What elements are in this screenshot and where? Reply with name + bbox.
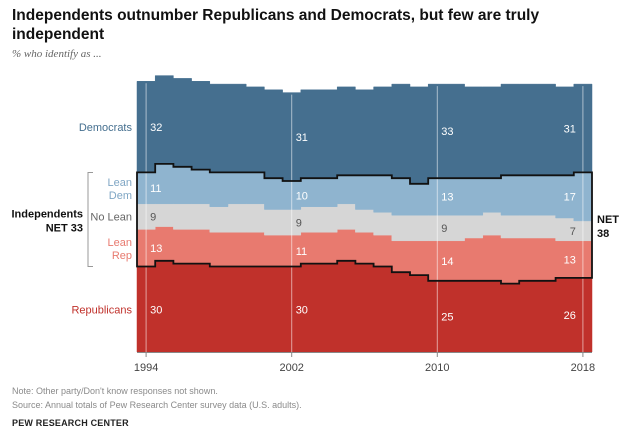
x-tick-label-1994: 1994 <box>134 362 158 374</box>
value-label-lean-dem-2002: 10 <box>296 190 308 202</box>
value-label-no-lean-2002: 9 <box>296 217 302 229</box>
value-label-lean-dem-2010: 13 <box>441 192 453 204</box>
value-label-democrats-1994: 32 <box>150 122 162 134</box>
value-label-republicans-1994: 30 <box>150 304 162 316</box>
value-label-democrats-2018: 31 <box>564 123 576 135</box>
net-right-line1: NET <box>597 214 619 226</box>
chart-source: Source: Annual totals of Pew Research Ce… <box>12 400 302 410</box>
area-democrats <box>136 75 593 185</box>
value-label-no-lean-2018: 7 <box>570 226 576 238</box>
label-lean-dem-line2: Dem <box>109 190 132 202</box>
label-democrats: Democrats <box>79 122 133 134</box>
value-label-lean-rep-2002: 11 <box>296 246 307 258</box>
independents-outline <box>136 163 593 285</box>
net-left-line2: NET 33 <box>46 222 83 234</box>
source-credit: PEW RESEARCH CENTER <box>12 418 129 428</box>
x-tick-label-2018: 2018 <box>571 362 595 374</box>
value-label-republicans-2018: 26 <box>564 310 576 322</box>
chart-subtitle: % who identify as ... <box>12 48 102 60</box>
chart-note: Note: Other party/Don't know responses n… <box>12 386 218 396</box>
left-bracket <box>87 171 93 267</box>
net-left-line1: Independents <box>11 208 83 220</box>
value-label-lean-dem-2018: 17 <box>564 192 576 204</box>
value-label-republicans-2010: 25 <box>441 311 453 323</box>
label-lean-rep-line1: Lean <box>108 237 132 249</box>
x-tick-label-2002: 2002 <box>279 362 303 374</box>
value-label-lean-dem-1994: 11 <box>150 183 161 195</box>
value-label-no-lean-2010: 9 <box>441 223 447 235</box>
label-republicans: Republicans <box>71 304 132 316</box>
x-tick-label-2010: 2010 <box>425 362 449 374</box>
value-label-lean-rep-2010: 14 <box>441 256 453 268</box>
value-label-republicans-2002: 30 <box>296 304 308 316</box>
net-right-line2: 38 <box>597 228 609 240</box>
value-label-lean-rep-1994: 13 <box>150 243 162 255</box>
value-label-no-lean-1994: 9 <box>150 212 156 224</box>
label-lean-dem-line1: Lean <box>108 177 132 189</box>
value-label-lean-rep-2018: 13 <box>564 254 576 266</box>
label-lean-rep-line2: Rep <box>112 250 132 262</box>
value-label-democrats-2002: 31 <box>296 132 308 144</box>
label-no-lean: No Lean <box>90 212 132 224</box>
value-label-democrats-2010: 33 <box>441 126 453 138</box>
chart-title: Independents outnumber Republicans and D… <box>12 7 540 43</box>
